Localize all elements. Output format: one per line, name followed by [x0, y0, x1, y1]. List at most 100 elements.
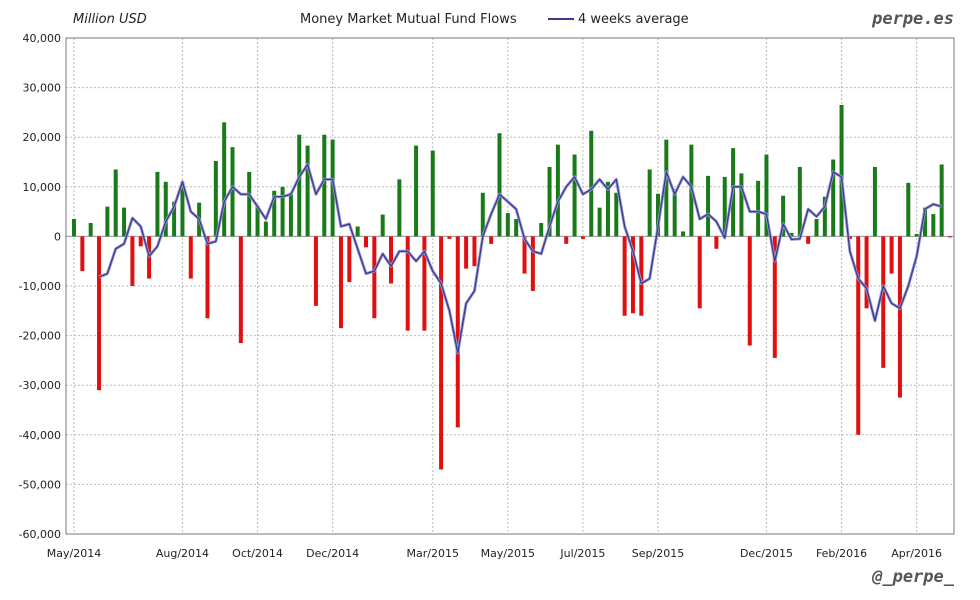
flow-bar — [88, 223, 93, 237]
x-tick-label: Aug/2014 — [156, 547, 209, 560]
y-tick-label: -10,000 — [19, 280, 61, 293]
flow-bar — [822, 196, 827, 237]
flow-bar — [313, 236, 318, 306]
flow-bar — [714, 236, 719, 249]
flow-bar — [547, 166, 552, 237]
flow-bar — [414, 145, 419, 237]
flow-bar — [247, 171, 252, 237]
flow-bar — [589, 130, 594, 237]
y-tick-label: -20,000 — [19, 330, 61, 343]
flow-bar — [439, 236, 444, 470]
watermark-bottom: @_perpe_ — [871, 567, 955, 587]
flow-bar — [113, 169, 118, 237]
flow-bar — [272, 190, 277, 237]
flow-bar — [814, 219, 819, 237]
x-tick-label: Feb/2016 — [816, 547, 867, 560]
flow-bar — [530, 236, 535, 291]
grid-layer — [66, 37, 954, 535]
flow-bar — [605, 181, 610, 237]
flow-bar — [522, 236, 527, 274]
flow-bar — [389, 236, 394, 284]
flow-bar — [564, 236, 569, 244]
flow-bar — [914, 233, 919, 237]
flow-bar — [897, 236, 902, 398]
flow-bar — [489, 236, 494, 244]
x-tick-label: Oct/2014 — [232, 547, 283, 560]
flow-bar — [372, 236, 377, 319]
flow-bar — [555, 144, 560, 237]
flow-bar — [188, 236, 193, 279]
flow-bar — [347, 236, 352, 283]
y-tick-label: -30,000 — [19, 379, 61, 392]
flow-bar — [80, 236, 85, 272]
flow-bar — [948, 236, 952, 238]
flow-bar — [122, 207, 127, 237]
flow-bar — [330, 139, 335, 237]
flow-bar — [497, 133, 502, 237]
flow-bar — [597, 207, 602, 237]
flow-bar — [422, 236, 427, 331]
flow-bar — [672, 189, 677, 237]
plot-frame — [65, 37, 955, 535]
flow-bar — [464, 236, 469, 269]
flow-bar — [213, 161, 218, 237]
flow-bar — [155, 171, 160, 237]
flow-bar — [280, 186, 285, 237]
average-line — [98, 163, 942, 354]
flow-bar — [205, 236, 210, 319]
flow-bar — [781, 195, 786, 237]
watermark-top: perpe.es — [871, 9, 954, 29]
flow-bar — [572, 154, 577, 237]
x-tick-label: Mar/2015 — [407, 547, 459, 560]
flow-bar — [405, 236, 410, 331]
flow-bar — [906, 182, 911, 237]
flow-bar — [230, 147, 235, 237]
flow-bar — [756, 180, 761, 237]
xticks-layer: May/2014 Aug/2014 Oct/2014 Dec/2014 Mar/2015… — [47, 547, 942, 560]
y-axis-unit-label: Million USD — [73, 12, 147, 27]
flow-bar — [222, 122, 227, 237]
bars-layer — [72, 104, 952, 470]
flow-bar — [922, 207, 927, 237]
flow-bar — [238, 236, 243, 344]
flow-bar — [305, 145, 310, 237]
flow-bar — [939, 164, 944, 237]
flow-bar — [772, 236, 777, 358]
flow-bar — [789, 232, 794, 237]
y-tick-label: 0 — [54, 230, 61, 243]
flow-bar — [180, 181, 185, 237]
y-tick-label: -40,000 — [19, 429, 61, 442]
flow-bar — [263, 221, 268, 237]
flow-bar — [580, 236, 585, 239]
flow-bar — [288, 192, 293, 237]
flow-bar — [931, 214, 936, 237]
x-tick-label: May/2014 — [47, 547, 101, 560]
flow-bar — [630, 236, 635, 314]
flow-bar — [539, 223, 544, 237]
flow-bar — [505, 213, 510, 237]
flow-bar — [255, 205, 260, 237]
y-tick-label: -50,000 — [19, 478, 61, 491]
flow-bar — [681, 231, 686, 237]
flow-bar — [472, 236, 477, 267]
flow-bar — [72, 219, 76, 237]
flow-bar — [338, 236, 343, 329]
flow-bar — [864, 236, 869, 309]
flow-bar — [722, 176, 727, 237]
flow-bar — [872, 166, 877, 237]
flow-bar — [697, 236, 702, 309]
flow-bar — [889, 236, 894, 274]
x-tick-label: Apr/2016 — [891, 547, 942, 560]
flow-bar — [480, 192, 485, 237]
flow-bar — [105, 206, 110, 237]
flow-bar — [831, 159, 836, 237]
flow-bar — [355, 226, 360, 237]
y-tick-label: 30,000 — [23, 82, 62, 95]
flow-bar — [847, 236, 852, 239]
yticks-layer: 40,000 30,000 20,000 10,000 0 -10,000 -20,000 -… — [19, 32, 61, 541]
flow-bar — [647, 169, 652, 237]
flow-bar — [614, 192, 619, 237]
flow-bar — [739, 173, 744, 237]
x-tick-label: Sep/2015 — [632, 547, 684, 560]
legend-label: 4 weeks average — [578, 12, 689, 27]
